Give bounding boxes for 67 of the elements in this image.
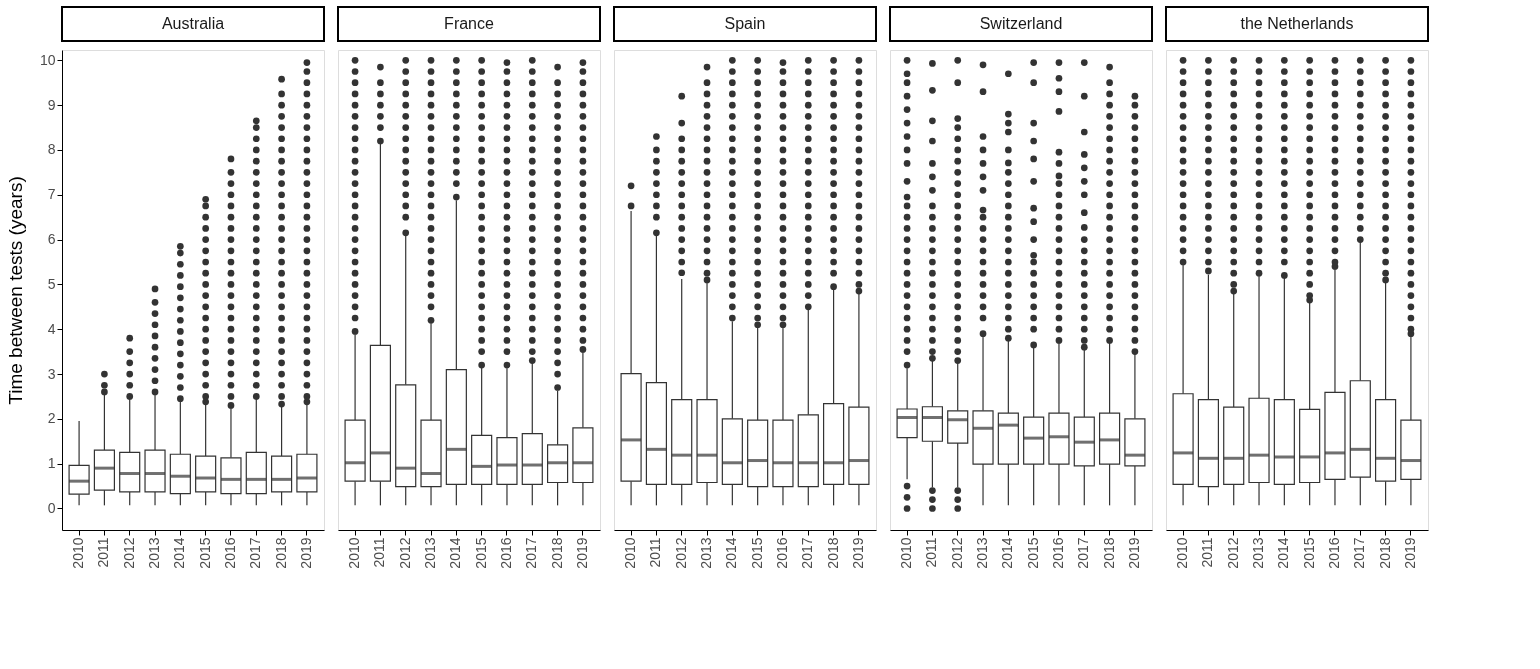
- x-tick-label: 2016: [773, 537, 790, 569]
- chart-title: Switzerland: [979, 15, 1063, 32]
- x-tick-label: 2010: [898, 537, 915, 569]
- x-tick-label: 2018: [272, 537, 289, 569]
- x-tick-label: 2011: [1199, 537, 1216, 568]
- x-tick-label: 2012: [396, 537, 413, 569]
- x-tick-label: 2017: [523, 537, 540, 569]
- x-tick-label: 2017: [1351, 537, 1368, 569]
- x-tick-label: 2015: [1024, 537, 1041, 569]
- x-tick-label: 2015: [748, 537, 765, 569]
- x-tick-label: 2012: [672, 537, 689, 569]
- x-tick-label: 2011: [923, 537, 940, 568]
- y-tick-label: 9: [47, 96, 56, 113]
- x-tick-label: 2019: [849, 537, 866, 569]
- y-tick-label: 7: [47, 186, 56, 203]
- x-tick-label: 2010: [70, 537, 87, 569]
- y-tick-label: 8: [47, 141, 56, 158]
- y-tick-label: 4: [47, 320, 56, 337]
- x-tick-label: 2019: [1401, 537, 1418, 569]
- x-tick-label: 2015: [1300, 537, 1317, 569]
- x-tick-label: 2012: [1224, 537, 1241, 569]
- x-tick-label: 2010: [346, 537, 363, 569]
- x-tick-label: 2016: [221, 537, 238, 569]
- x-tick-label: 2016: [497, 537, 514, 569]
- x-tick-label: 2017: [799, 537, 816, 569]
- x-tick-label: 2017: [1075, 537, 1092, 569]
- x-tick-label: 2013: [974, 537, 991, 569]
- x-tick-label: 2013: [1250, 537, 1267, 569]
- x-tick-label: 2018: [824, 537, 841, 569]
- y-tick-label: 6: [47, 231, 56, 248]
- x-tick-label: 2015: [196, 537, 213, 569]
- x-tick-label: 2019: [573, 537, 590, 569]
- x-tick-label: 2016: [1049, 537, 1066, 569]
- y-tick-label: 1: [47, 455, 56, 472]
- x-tick-label: 2019: [297, 537, 314, 569]
- chart-title: Australia: [161, 15, 225, 32]
- x-tick-label: 2011: [95, 537, 112, 568]
- x-tick-label: 2013: [146, 537, 163, 569]
- chart-title: Spain: [724, 15, 766, 32]
- x-tick-label: 2014: [171, 537, 188, 569]
- x-tick-label: 2019: [1125, 537, 1142, 569]
- chart-title: France: [444, 15, 494, 32]
- x-tick-label: 2016: [1325, 537, 1342, 569]
- x-tick-label: 2012: [120, 537, 137, 569]
- x-tick-label: 2015: [472, 537, 489, 569]
- x-tick-label: 2018: [548, 537, 565, 569]
- y-tick-label: 2: [47, 410, 56, 427]
- x-tick-label: 2013: [698, 537, 715, 569]
- x-tick-label: 2010: [622, 537, 639, 569]
- x-tick-label: 2014: [1275, 537, 1292, 569]
- chart-title: the Netherlands: [1240, 15, 1354, 32]
- x-tick-label: 2011: [647, 537, 664, 568]
- x-tick-label: 2013: [422, 537, 439, 569]
- y-tick-label: 10: [39, 51, 56, 68]
- y-tick-label: 3: [47, 365, 56, 382]
- y-axis-title: Time between tests (years): [4, 176, 26, 405]
- x-tick-label: 2010: [1174, 537, 1191, 569]
- x-tick-label: 2011: [371, 537, 388, 568]
- y-tick-label: 5: [47, 275, 56, 292]
- x-tick-label: 2017: [247, 537, 264, 569]
- x-tick-label: 2012: [948, 537, 965, 569]
- x-tick-label: 2014: [447, 537, 464, 569]
- x-tick-label: 2018: [1100, 537, 1117, 569]
- x-tick-label: 2018: [1376, 537, 1393, 569]
- x-tick-label: 2014: [999, 537, 1016, 569]
- x-tick-label: 2014: [723, 537, 740, 569]
- y-tick-label: 0: [47, 499, 56, 516]
